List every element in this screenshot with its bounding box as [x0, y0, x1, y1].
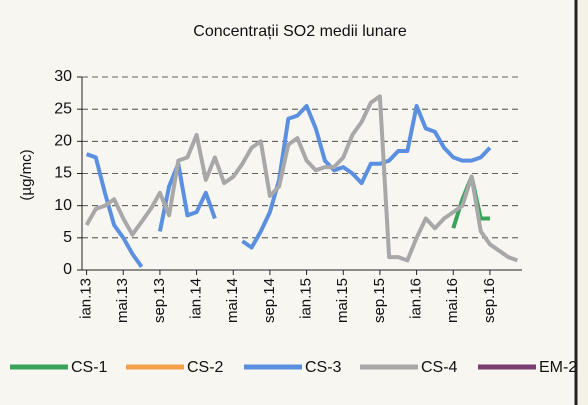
y-tick-label: 15 — [54, 165, 72, 182]
chart-title: Concentrații SO2 medii lunare — [193, 23, 407, 40]
y-tick-label: 20 — [54, 133, 72, 150]
y-tick-label: 25 — [54, 100, 72, 117]
legend-label: CS-4 — [421, 359, 458, 376]
x-tick-label: sep.13 — [151, 278, 168, 323]
x-tick-label: ian.14 — [188, 278, 205, 319]
series-line — [84, 94, 519, 263]
x-tick-label: sep.14 — [261, 278, 278, 323]
legend-label: CS-1 — [71, 359, 108, 376]
legend-label: CS-2 — [187, 359, 224, 376]
y-tick-label: 5 — [63, 229, 72, 246]
x-tick-label: ian.15 — [298, 278, 315, 319]
x-tick-label: mai.16 — [444, 278, 461, 323]
x-tick-label: mai.13 — [114, 278, 131, 323]
y-tick-label: 0 — [63, 261, 72, 278]
chart-background — [0, 0, 576, 405]
x-tick-label: mai.14 — [224, 278, 241, 323]
x-tick-label: ian.13 — [78, 278, 95, 319]
x-tick-label: sep.15 — [371, 278, 388, 323]
y-tick-label: 30 — [54, 68, 72, 85]
y-tick-label: 10 — [54, 197, 72, 214]
legend-label: CS-3 — [305, 359, 342, 376]
x-tick-label: sep.16 — [481, 278, 498, 323]
x-tick-label: mai.15 — [334, 278, 351, 323]
legend-label: EM-2 — [539, 359, 577, 376]
y-axis-label: (µg/mc) — [18, 149, 35, 200]
x-tick-label: ian.16 — [408, 278, 425, 319]
series-line — [85, 104, 492, 268]
